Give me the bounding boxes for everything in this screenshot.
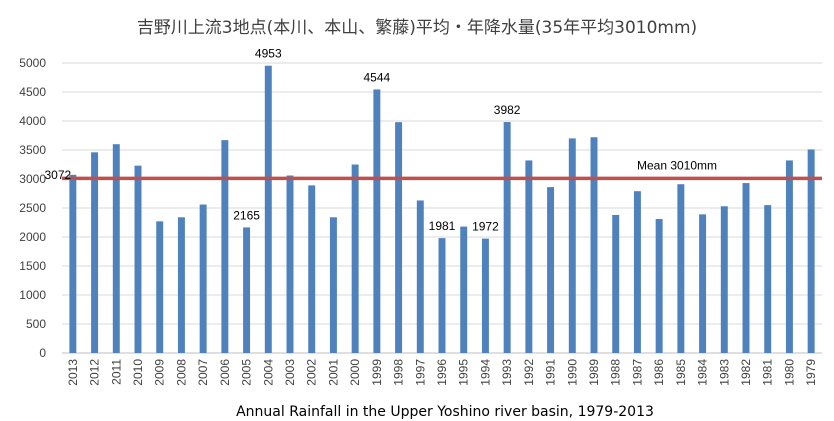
x-tick-label: 2007 [196, 359, 210, 386]
data-label-2004: 4953 [255, 47, 282, 61]
x-tick-label: 2008 [174, 359, 188, 386]
bar-2003 [286, 175, 294, 353]
bar-2004 [264, 65, 272, 353]
data-label-1999: 4544 [364, 70, 391, 84]
x-axis-title: Annual Rainfall in the Upper Yoshino riv… [236, 404, 654, 420]
x-tick-label: 2012 [88, 359, 102, 386]
x-tick-label: 2013 [66, 359, 80, 386]
x-tick-label: 1984 [696, 359, 710, 386]
bar-1979 [807, 149, 815, 353]
y-tick-label: 3000 [19, 172, 46, 186]
bar-1993 [503, 122, 511, 353]
y-tick-label: 500 [26, 317, 46, 331]
data-labels: 3072 2165 4953 4544 1981 1972 3982 [45, 47, 521, 234]
bar-2001 [329, 217, 337, 353]
y-tick-label: 1500 [19, 259, 46, 273]
x-tick-label: 1990 [565, 359, 579, 386]
bar-1989 [590, 137, 598, 353]
y-tick-label: 5000 [19, 56, 46, 70]
y-tick-label: 4000 [19, 114, 46, 128]
bar-1992 [525, 160, 533, 353]
bar-2010 [134, 165, 142, 353]
bars [69, 65, 815, 353]
bar-1998 [395, 122, 403, 353]
x-tick-label: 1980 [782, 359, 796, 386]
x-tick-label: 2001 [326, 359, 340, 386]
x-tick-label: 1981 [761, 359, 775, 386]
y-tick-label: 1000 [19, 288, 46, 302]
x-tick-label: 1987 [630, 359, 644, 386]
data-label-1993: 3982 [494, 103, 521, 117]
bar-2013 [69, 174, 77, 353]
bar-1983 [720, 206, 728, 353]
x-tick-label: 1996 [435, 359, 449, 386]
x-tick-label: 1994 [478, 359, 492, 386]
mean-line-group: Mean 3010mm [62, 158, 822, 181]
x-tick-label: 2002 [305, 359, 319, 386]
bar-1997 [416, 200, 424, 353]
x-tick-label: 2005 [240, 359, 254, 386]
mean-line-label: Mean 3010mm [637, 158, 717, 172]
bar-2002 [308, 185, 316, 353]
x-tick-label: 2006 [218, 359, 232, 386]
bar-1994 [481, 238, 489, 353]
bar-1980 [785, 160, 793, 353]
bar-2008 [177, 217, 185, 353]
bar-2009 [156, 221, 164, 353]
x-tick-label: 2011 [109, 359, 123, 385]
bar-1996 [438, 238, 446, 353]
bar-1984 [699, 214, 707, 353]
x-axis-tick-labels: 2013 2012 2011 2010 2009 2008 2007 2006 2005 2004… [66, 359, 818, 386]
x-tick-label: 1999 [370, 359, 384, 386]
bar-1995 [460, 226, 468, 353]
bar-1981 [764, 205, 772, 353]
x-tick-label: 1982 [739, 359, 753, 386]
x-tick-label: 2004 [261, 359, 275, 386]
x-tick-label: 1986 [652, 359, 666, 386]
y-tick-label: 4500 [19, 85, 46, 99]
bar-2005 [243, 227, 251, 353]
x-tick-label: 1983 [717, 359, 731, 386]
y-tick-label: 2000 [19, 230, 46, 244]
x-tick-label: 1993 [500, 359, 514, 386]
x-tick-label: 2009 [153, 359, 167, 386]
bar-2012 [91, 152, 99, 353]
x-tick-label: 1979 [804, 359, 818, 386]
data-label-1994: 1972 [472, 220, 499, 234]
data-label-2013: 3072 [45, 168, 72, 182]
y-axis-tick-labels: 0 500 1000 1500 2000 2500 3000 3500 4000 4500 5000 [19, 56, 46, 360]
chart-title: 吉野川上流3地点(本川、本山、繁藤)平均・年降水量(35年平均3010mm) [137, 18, 697, 38]
x-tick-label: 1992 [522, 359, 536, 386]
y-tick-label: 2500 [19, 201, 46, 215]
y-tick-label: 0 [39, 346, 46, 360]
bar-1999 [373, 89, 381, 353]
bar-1985 [677, 184, 685, 353]
bar-2007 [199, 204, 207, 353]
data-label-1996: 1981 [429, 219, 456, 233]
bar-2011 [112, 144, 120, 353]
x-tick-label: 1998 [392, 359, 406, 386]
data-label-2005: 2165 [233, 208, 260, 222]
x-tick-label: 1997 [413, 359, 427, 386]
bar-1990 [568, 138, 576, 353]
bar-1988 [612, 214, 620, 353]
x-tick-label: 1985 [674, 359, 688, 386]
bar-2006 [221, 140, 229, 353]
x-tick-label: 1988 [609, 359, 623, 386]
x-tick-label: 1991 [544, 359, 558, 386]
bar-2000 [351, 164, 359, 353]
bar-1982 [742, 183, 750, 353]
x-tick-label: 1989 [587, 359, 601, 386]
x-tick-label: 2010 [131, 359, 145, 386]
x-tick-label: 1995 [457, 359, 471, 386]
bar-1991 [547, 187, 555, 353]
bar-1987 [633, 191, 641, 353]
y-tick-label: 3500 [19, 143, 46, 157]
x-tick-label: 2003 [283, 359, 297, 386]
x-tick-label: 2000 [348, 359, 362, 386]
bar-1986 [655, 219, 663, 353]
